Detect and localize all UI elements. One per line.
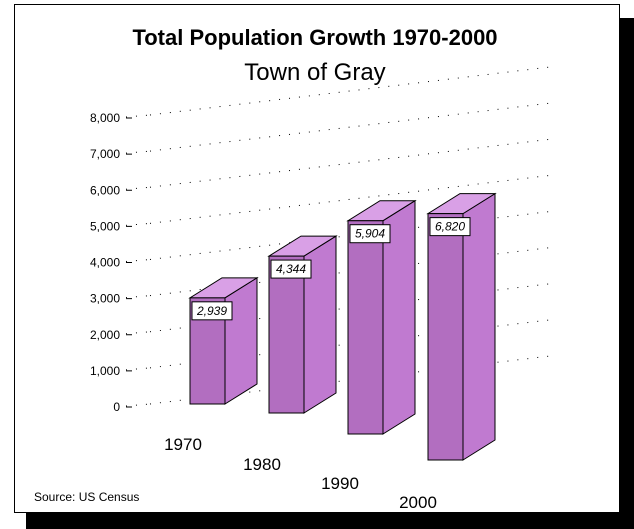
- bar-side: [224, 276, 258, 405]
- grid-line-left: [125, 367, 151, 371]
- data-label-box: [429, 217, 471, 237]
- data-label-box: [349, 224, 391, 244]
- bar: [347, 220, 384, 435]
- grid-line: [149, 102, 551, 152]
- data-label: 2,939: [196, 304, 227, 318]
- source-note: Source: US Census: [34, 490, 140, 504]
- y-tick-label: 8,000: [90, 111, 120, 125]
- data-label-box: [191, 301, 233, 321]
- grid-line-left: [125, 114, 151, 118]
- data-label: 5,904: [355, 227, 385, 241]
- y-tick-label: 1,000: [90, 364, 120, 378]
- y-tick-label: 6,000: [90, 183, 120, 197]
- grid-line-left: [125, 186, 151, 190]
- y-tick-label: 4,000: [90, 256, 120, 270]
- grid-line-left: [125, 403, 151, 407]
- grid-line-left: [125, 331, 151, 335]
- y-tick-label: 7,000: [90, 147, 120, 161]
- grid-line-left: [125, 150, 151, 154]
- bar: [189, 297, 226, 405]
- y-tick-label: 3,000: [90, 292, 120, 306]
- grid-line-left: [125, 259, 151, 262]
- y-tick-label: 5,000: [90, 219, 120, 233]
- data-label: 6,820: [435, 220, 465, 234]
- chart-subtitle: Town of Gray: [244, 59, 386, 86]
- y-tick-label: 0: [113, 400, 120, 414]
- chart-title: Total Population Growth 1970-2000: [132, 25, 498, 50]
- x-tick-label: 1980: [243, 455, 281, 474]
- x-tick-label: 1990: [321, 474, 359, 493]
- x-tick-label: 1970: [164, 435, 202, 454]
- grid-line: [149, 138, 551, 188]
- grid-line-left: [125, 222, 151, 226]
- y-tick-label: 2,000: [90, 328, 120, 342]
- data-label: 4,344: [276, 262, 306, 276]
- bar: [427, 213, 464, 461]
- grid-line: [149, 66, 551, 116]
- grid-line-left: [125, 295, 151, 299]
- data-label-box: [270, 259, 312, 279]
- x-tick-label: 2000: [399, 493, 437, 512]
- bar: [268, 255, 305, 414]
